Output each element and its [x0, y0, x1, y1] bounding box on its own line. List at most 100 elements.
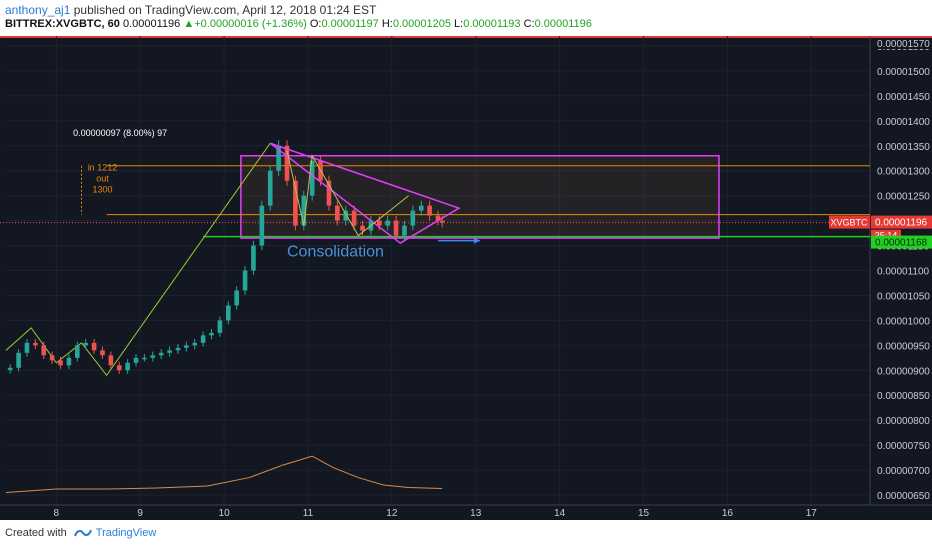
candle: [242, 270, 248, 291]
candle: [49, 355, 55, 361]
y-tick-label: 0.00000800: [877, 416, 930, 427]
y-tick-label: 0.00001400: [877, 117, 930, 128]
candle: [251, 245, 256, 271]
symbol-tag: XVGBTC: [830, 218, 868, 228]
arrow-head-icon: [473, 237, 480, 244]
candle: [116, 365, 122, 371]
candle: [376, 220, 382, 226]
candle: [439, 220, 445, 223]
candle: [393, 220, 399, 236]
trend-line: [5, 142, 271, 377]
zigzag-line: [286, 150, 409, 237]
position-text: out: [96, 174, 109, 184]
author-link[interactable]: anthony_aj1: [5, 3, 71, 17]
created-with-text: Created with: [5, 527, 67, 539]
candle: [385, 220, 390, 226]
candle: [133, 357, 139, 363]
y-tick-label: 0.00000850: [877, 391, 930, 402]
high-label: H:: [381, 18, 393, 30]
candle: [209, 332, 214, 336]
candle: [58, 360, 63, 366]
x-tick-label: 8: [54, 508, 60, 519]
candle: [435, 215, 441, 221]
candle: [74, 345, 80, 358]
candle: [234, 290, 239, 306]
candle: [184, 345, 189, 348]
measure-label: 0.00000097 (8.00%) 97: [73, 128, 167, 138]
y-tick-label: 0.00001050: [877, 291, 930, 302]
high-value: 0.00001205: [392, 18, 451, 30]
up-triangle-icon: ▲: [183, 18, 195, 30]
change-value: +0.00000016 (+1.36%): [194, 18, 307, 30]
price-chart[interactable]: 0.00000650 0.00000700 0.00000750 0.00000800…: [0, 36, 932, 520]
y-tick-label: 0.00000900: [877, 366, 930, 377]
candle: [217, 320, 223, 333]
x-tick-label: 13: [470, 508, 482, 519]
y-tick-label: 0.00001000: [877, 316, 930, 327]
candle: [267, 170, 273, 206]
support-price-box: [871, 235, 932, 249]
candle: [91, 342, 97, 351]
low-label: L:: [454, 18, 464, 30]
symbol-label: BITTREX:XVGBTC, 60: [5, 18, 120, 30]
y-tick-label: 0.00000950: [877, 341, 930, 352]
x-tick-label: 17: [806, 508, 818, 519]
candle: [351, 210, 357, 226]
candle: [301, 195, 307, 226]
candle: [158, 352, 164, 356]
y-tick-label: 0.00001450: [877, 92, 930, 103]
ohlc-legend: BITTREX:XVGBTC, 60 0.00001196 ▲+0.000000…: [5, 18, 592, 30]
candle: [360, 225, 365, 231]
candle: [410, 210, 416, 226]
candle: [343, 210, 349, 221]
candle: [427, 205, 432, 216]
candle: [125, 362, 130, 371]
y-tick-label: 0.00000700: [877, 466, 930, 477]
candle: [276, 145, 281, 171]
publish-info: anthony_aj1 published on TradingView.com…: [5, 3, 376, 17]
candle: [33, 342, 38, 346]
candle: [108, 355, 114, 366]
position-text: 1300: [92, 185, 112, 195]
candle: [41, 345, 47, 356]
close-label: C:: [523, 18, 535, 30]
candle: [7, 367, 13, 371]
candle: [66, 357, 72, 366]
top-price-box: [872, 38, 930, 49]
x-tick-label: 15: [638, 508, 650, 519]
candle: [326, 180, 332, 206]
triangle-pattern: [269, 142, 461, 244]
y-tick-label: 0.00001250: [877, 192, 930, 203]
y-tick-label: 0.00001300: [877, 167, 930, 178]
y-tick-label: 0.00000650: [877, 491, 930, 502]
candle: [150, 355, 156, 358]
candle: [83, 342, 88, 346]
symbol-tag-box: [829, 215, 870, 229]
candle: [418, 205, 424, 211]
x-tick-label: 9: [137, 508, 143, 519]
candle: [335, 205, 340, 221]
x-tick-label: 16: [722, 508, 734, 519]
open-value: 0.00001197: [321, 18, 379, 30]
candle: [200, 335, 206, 343]
low-value: 0.00001193: [463, 18, 521, 30]
y-tick-label: 0.00001100: [877, 267, 930, 278]
footer: Created with TradingView: [5, 527, 156, 539]
x-tick-label: 14: [554, 508, 566, 519]
tradingview-link[interactable]: TradingView: [73, 527, 157, 539]
candle: [293, 180, 298, 226]
y-tick-label: 0.00000750: [877, 441, 930, 452]
candle: [192, 342, 198, 346]
candle: [100, 350, 105, 356]
candle: [167, 350, 172, 353]
tradingview-brand: TradingView: [95, 527, 157, 539]
candle: [142, 357, 147, 360]
candle: [24, 342, 30, 353]
candle: [175, 347, 181, 351]
x-tick-label: 10: [219, 508, 231, 519]
candle: [225, 305, 231, 321]
last-price-box: [871, 215, 932, 229]
chart-background: [0, 36, 932, 520]
published-text: published on TradingView.com, April 12, …: [73, 3, 377, 17]
position-text: in 1212: [88, 163, 118, 173]
